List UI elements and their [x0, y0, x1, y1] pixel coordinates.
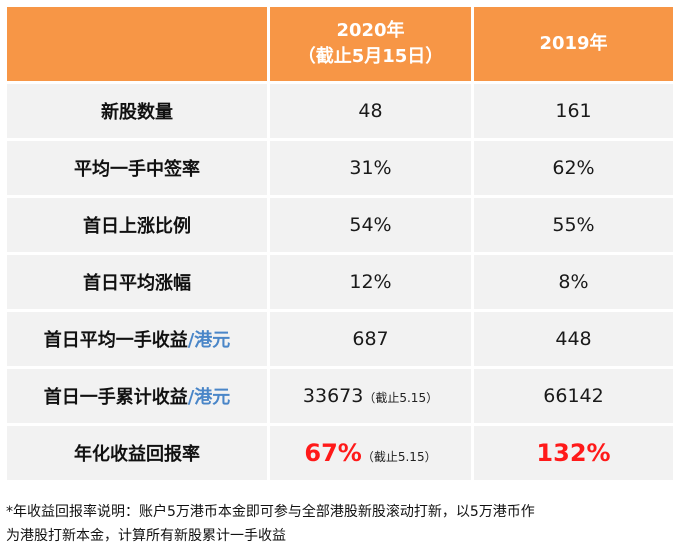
value-2020: 12%	[270, 255, 471, 309]
header-blank-cell	[7, 7, 267, 81]
footnote-line: 为港股打新本金，计算所有新股累计一手收益	[6, 528, 286, 544]
value-2019: 132%	[474, 426, 673, 480]
footnote: *年收益回报率说明：账户5万港币本金即可参与全部港股新股滚动打新，以5万港币作 …	[6, 500, 670, 548]
table-row: 首日平均涨幅 12% 8%	[7, 255, 673, 309]
value-2019: 55%	[474, 198, 673, 252]
header-row: 2020年 （截止5月15日） 2019年	[7, 7, 673, 81]
value-2020: 33673（截止5.15）	[270, 369, 471, 423]
table-row: 平均一手中签率 31% 62%	[7, 141, 673, 195]
value-2020: 54%	[270, 198, 471, 252]
value-2019: 62%	[474, 141, 673, 195]
table-row: 首日一手累计收益/港元 33673（截止5.15） 66142	[7, 369, 673, 423]
value-2019: 448	[474, 312, 673, 366]
value-note: （截止5.15）	[363, 391, 439, 405]
table-row: 首日平均一手收益/港元 687 448	[7, 312, 673, 366]
value-2020: 31%	[270, 141, 471, 195]
table-row: 新股数量 48 161	[7, 84, 673, 138]
table-row: 年化收益回报率 67%（截止5.15） 132%	[7, 426, 673, 480]
value-2020: 48	[270, 84, 471, 138]
ipo-stats-table: 2020年 （截止5月15日） 2019年 新股数量 48 161 平均一手中签…	[4, 4, 674, 483]
row-label: 首日平均涨幅	[7, 255, 267, 309]
row-label: 首日平均一手收益/港元	[7, 312, 267, 366]
value-2019: 66142	[474, 369, 673, 423]
header-2019-year: 2019年	[539, 33, 608, 54]
highlight-value: 132%	[536, 439, 611, 467]
value-2020: 687	[270, 312, 471, 366]
row-label: 首日一手累计收益/港元	[7, 369, 267, 423]
header-2019: 2019年	[474, 7, 673, 81]
row-unit: /港元	[187, 387, 231, 408]
value-2019: 161	[474, 84, 673, 138]
value-2019: 8%	[474, 255, 673, 309]
highlight-value: 67%	[304, 439, 362, 467]
row-label: 新股数量	[7, 84, 267, 138]
header-2020: 2020年 （截止5月15日）	[270, 7, 471, 81]
value-note: （截止5.15）	[361, 450, 437, 464]
header-2020-note: （截止5月15日）	[297, 46, 444, 67]
footnote-line: *年收益回报率说明：账户5万港币本金即可参与全部港股新股滚动打新，以5万港币作	[6, 504, 535, 520]
row-label: 首日上涨比例	[7, 198, 267, 252]
header-2020-year: 2020年	[336, 20, 405, 41]
table-row: 首日上涨比例 54% 55%	[7, 198, 673, 252]
row-unit: /港元	[187, 330, 231, 351]
row-label: 年化收益回报率	[7, 426, 267, 480]
row-label: 平均一手中签率	[7, 141, 267, 195]
value-2020: 67%（截止5.15）	[270, 426, 471, 480]
